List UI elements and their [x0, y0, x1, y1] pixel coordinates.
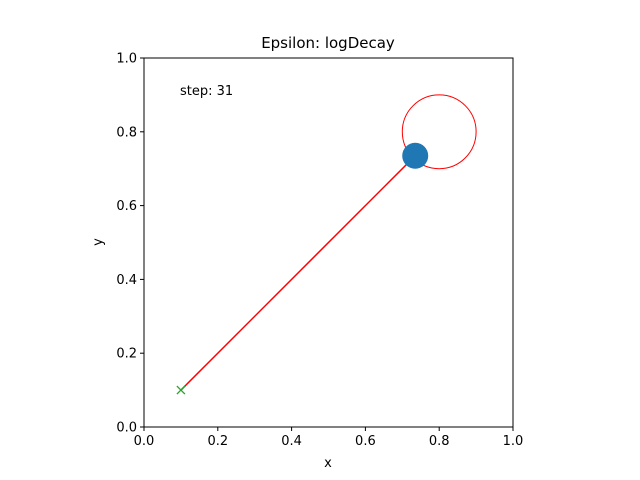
path-line	[180, 155, 416, 391]
x-tick-label: 0.2	[207, 434, 228, 449]
x-tick-label: 0.0	[134, 434, 155, 449]
plot-frame	[143, 57, 514, 428]
y-axis-label: y	[91, 238, 106, 246]
x-tick-label: 0.6	[355, 434, 376, 449]
y-axis-ticks: 0.0 0.2 0.4 0.6 0.8 1.0	[116, 52, 144, 436]
plot-area	[143, 57, 514, 428]
y-tick-label: 0.0	[116, 421, 137, 436]
y-tick-label: 0.8	[116, 125, 137, 140]
start-marker-stroke	[176, 385, 186, 395]
x-axis-ticks: 0.0 0.2 0.4 0.6 0.8 1.0	[134, 427, 524, 449]
goal-circle	[401, 94, 477, 170]
y-tick-label: 0.6	[116, 199, 137, 214]
agent-point	[402, 142, 429, 169]
y-tick-label: 0.2	[116, 347, 137, 362]
x-tick-label: 0.8	[429, 434, 450, 449]
y-tick-label: 1.0	[116, 52, 137, 67]
step-annotation: step: 31	[180, 84, 233, 99]
start-marker	[176, 385, 186, 395]
x-tick-label: 0.4	[281, 434, 302, 449]
chart-title: Epsilon: logDecay	[261, 34, 395, 52]
y-tick-label: 0.4	[116, 273, 137, 288]
x-axis-label: x	[324, 456, 332, 471]
x-tick-label: 1.0	[503, 434, 524, 449]
